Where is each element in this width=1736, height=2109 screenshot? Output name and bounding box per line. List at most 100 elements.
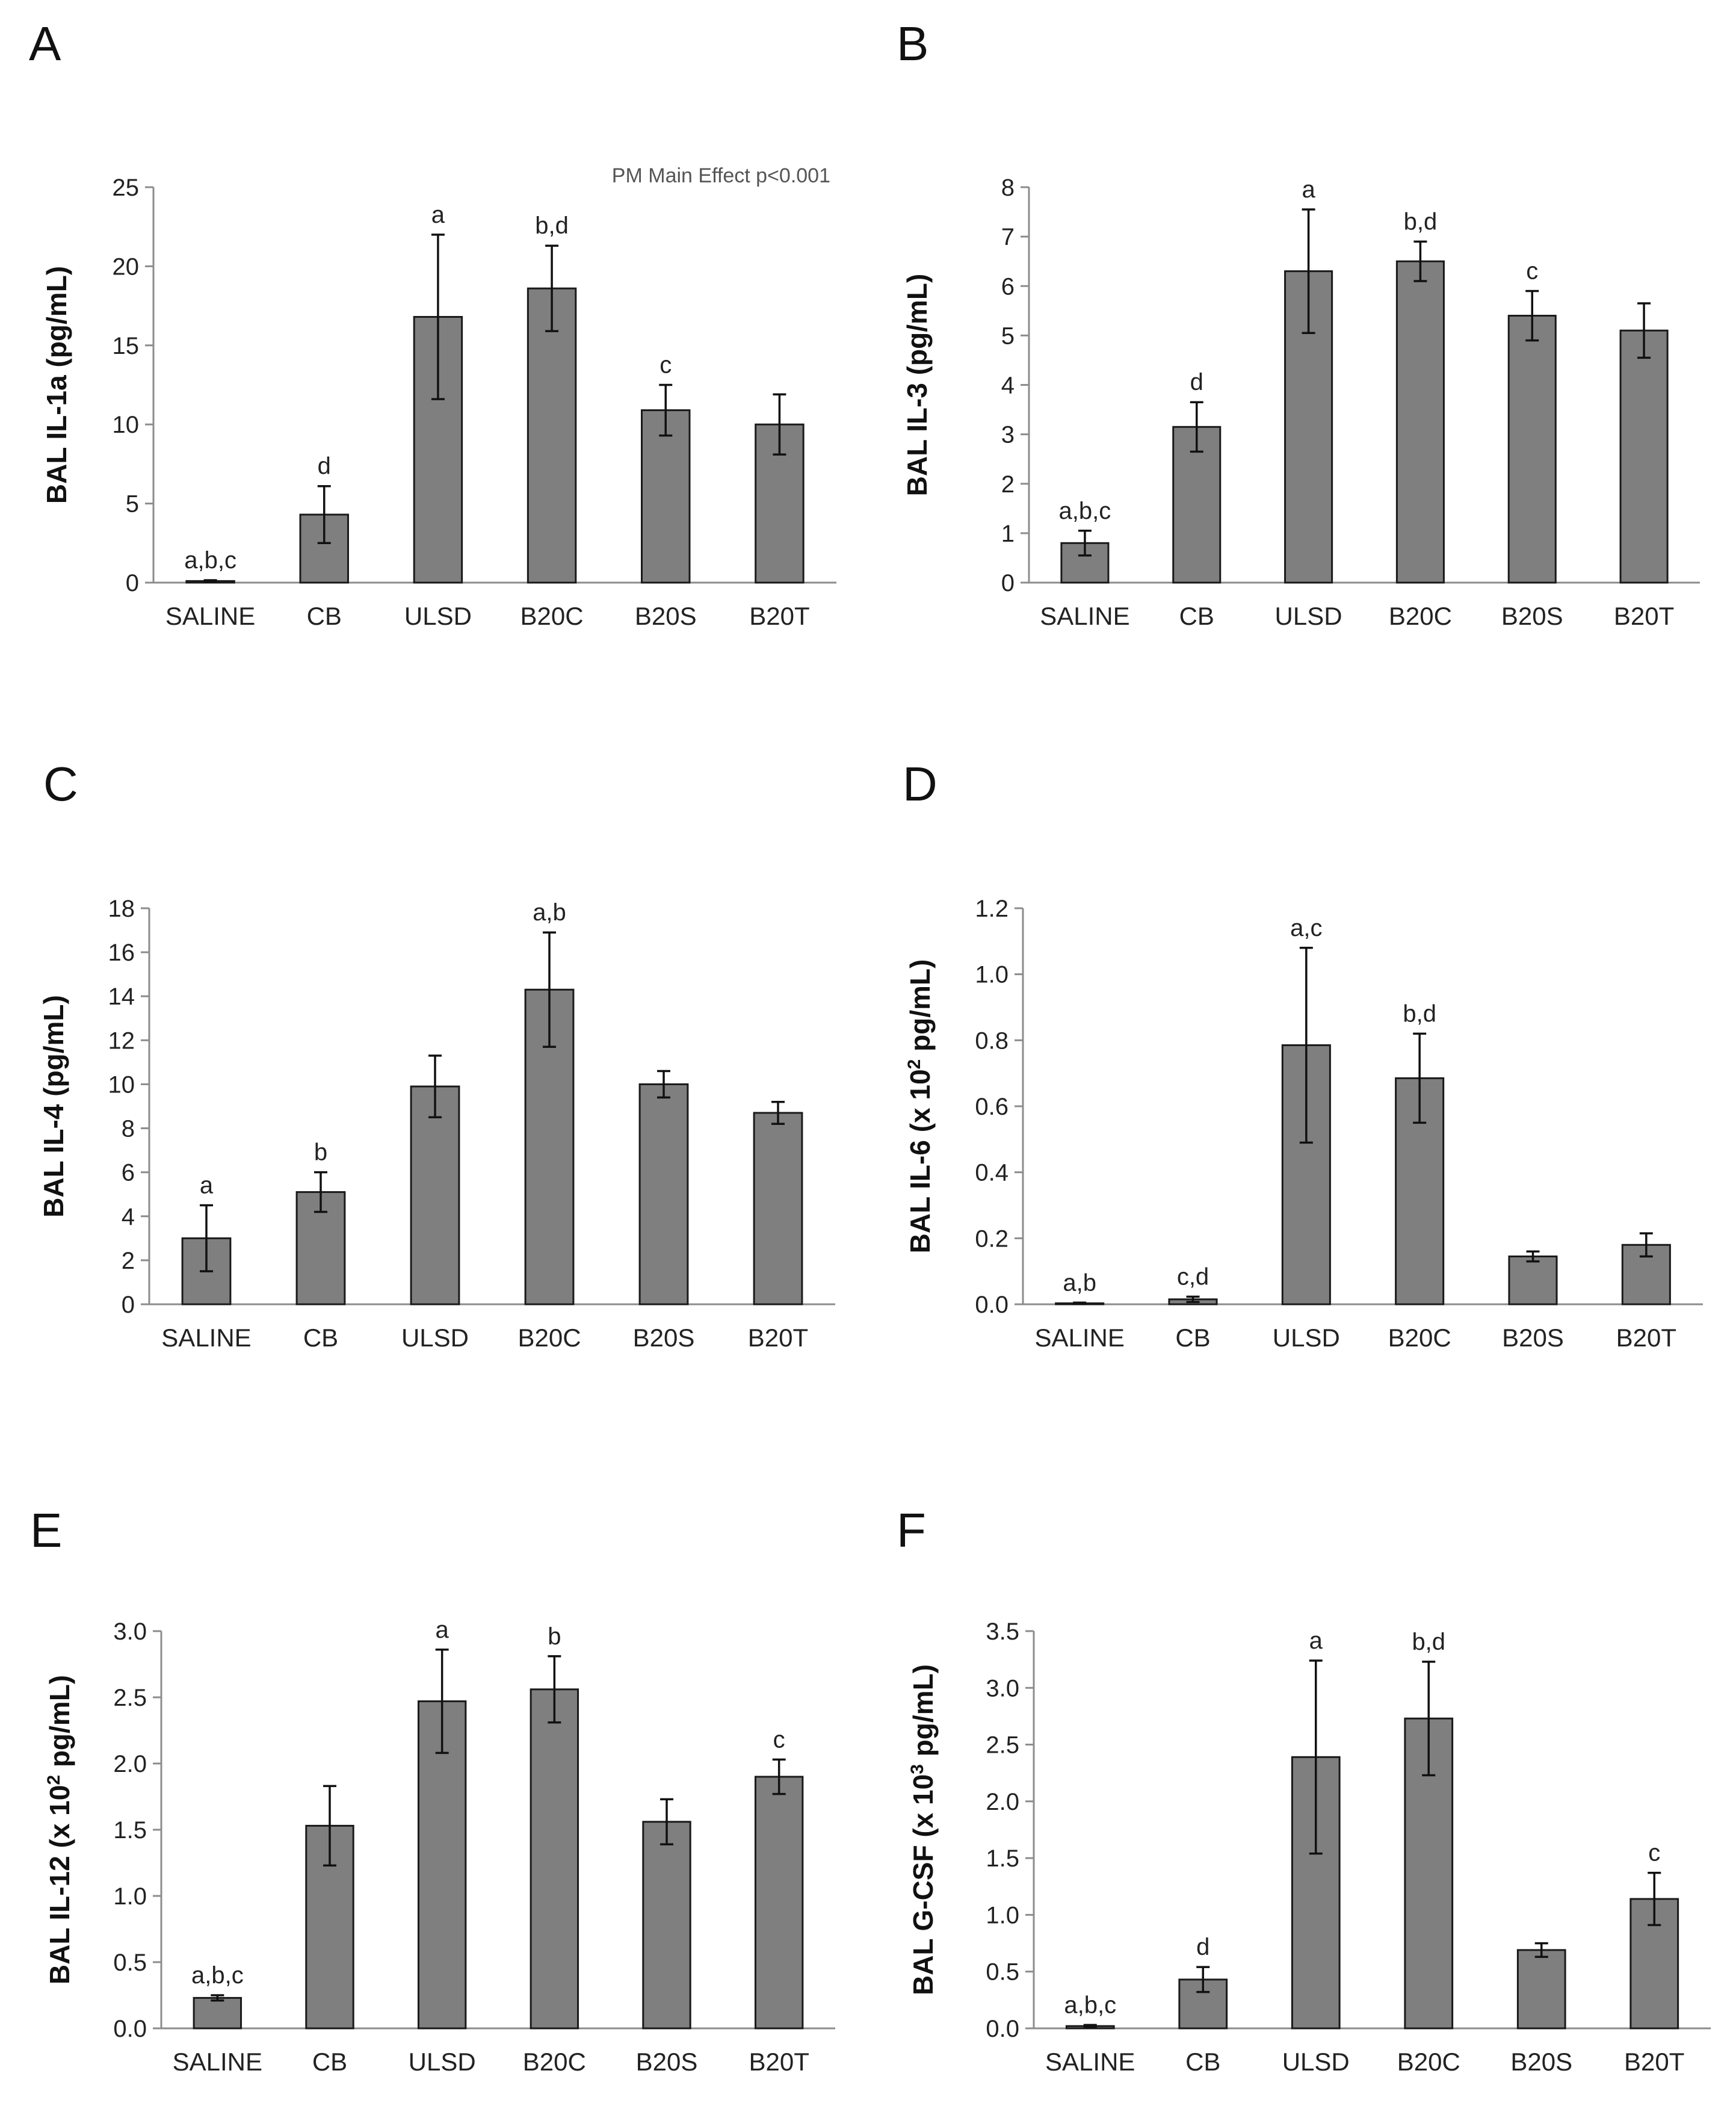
y-tick-label: 0.4 [975, 1160, 1009, 1186]
significance-label: a,c [1290, 915, 1322, 941]
x-tick-label: B20S [636, 2048, 698, 2076]
x-tick-label: B20S [1510, 2048, 1572, 2076]
x-tick-label: B20T [749, 2048, 809, 2076]
y-tick-label: 1.5 [986, 1845, 1019, 1872]
bar-b20c [527, 287, 577, 584]
y-tick-label: 1.2 [975, 896, 1009, 922]
x-tick-label: CB [1175, 1324, 1210, 1352]
y-tick-label: 0 [122, 1292, 135, 1318]
significance-label: a [431, 202, 445, 228]
y-tick-label: 0.0 [975, 1292, 1009, 1318]
y-tick-label: 15 [113, 333, 140, 359]
significance-label: c [1526, 258, 1538, 284]
bar-cb [1172, 426, 1222, 584]
significance-label: b,d [535, 212, 569, 239]
x-tick-label: ULSD [404, 602, 472, 630]
y-axis-label: BAL IL-12 (x 102 pg/mL) [44, 1675, 75, 1984]
y-tick-label: 0.5 [113, 1950, 147, 1976]
x-tick-label: ULSD [401, 1324, 469, 1352]
panel-letter: F [897, 1504, 926, 1557]
x-tick-label: B20T [1624, 2048, 1684, 2076]
x-tick-label: SALINE [165, 602, 255, 630]
x-tick-label: ULSD [1275, 602, 1342, 630]
y-axis-label-main: BAL IL-3 (pg/mL) [901, 274, 933, 497]
x-tick-label: ULSD [1282, 2048, 1350, 2076]
significance-label: d [1196, 1934, 1209, 1960]
y-axis-label-unit: pg/mL) [907, 1664, 939, 1764]
bar-b20s [1507, 315, 1557, 584]
significance-label: a,b,c [1059, 498, 1111, 524]
annotation: PM Main Effect p<0.001 [612, 164, 830, 187]
x-tick-label: B20C [1389, 602, 1452, 630]
x-tick-label: ULSD [409, 2048, 476, 2076]
y-tick-label: 7 [1001, 224, 1015, 250]
y-tick-label: 10 [113, 412, 140, 438]
bar-b20t [753, 1112, 803, 1305]
bar-b20t [754, 1776, 804, 2030]
significance-label: a,b [1063, 1269, 1096, 1296]
panel-f: F 0.0 0.5 1.0 1.5 2.0 2.5 3.0 3.5 BAL G-CSF (x 10… [897, 1504, 1711, 2076]
y-axis-label-unit: pg/mL) [904, 959, 936, 1059]
y-tick-label: 0.0 [113, 2016, 147, 2042]
y-tick-label: 16 [108, 940, 135, 966]
x-tick-label: CB [312, 2048, 347, 2076]
y-axis-label: BAL IL-4 (pg/mL) [38, 995, 69, 1218]
y-tick-label: 2 [1001, 471, 1015, 498]
y-tick-label: 12 [108, 1027, 135, 1054]
bar-b20s [641, 409, 691, 584]
y-axis-label-exponent: 2 [44, 1775, 64, 1785]
y-tick-label: 10 [108, 1071, 135, 1098]
significance-label: b,d [1404, 208, 1438, 235]
y-tick-label: 3.0 [113, 1618, 147, 1645]
y-tick-label: 0.2 [975, 1225, 1009, 1252]
y-axis-label-main: BAL IL-6 (x 10 [904, 1069, 936, 1253]
y-tick-label: 0.6 [975, 1094, 1009, 1120]
x-tick-label: B20T [1616, 1324, 1676, 1352]
bar-b20t [1619, 329, 1669, 584]
panel-e: E 0.0 0.5 1.0 1.5 2.0 2.5 3.0 BAL IL-12 (x 102 p… [30, 1504, 835, 2076]
y-axis-label-exponent: 3 [907, 1764, 927, 1774]
y-tick-label: 1.0 [975, 962, 1009, 988]
panel-letter: C [43, 757, 78, 811]
y-axis-label: BAL IL-3 (pg/mL) [901, 274, 933, 497]
panel-a: A 0 5 10 15 20 25 BAL IL-1a (pg/mL) PM Main Effe… [29, 17, 836, 630]
y-axis-label: BAL G-CSF (x 103 pg/mL) [907, 1664, 939, 1995]
significance-label: d [1190, 369, 1203, 395]
x-tick-label: CB [1185, 2048, 1220, 2076]
x-tick-label: B20T [1614, 602, 1674, 630]
y-axis-label-main: BAL G-CSF (x 10 [907, 1774, 939, 1995]
y-axis-label-main: BAL IL-4 (pg/mL) [38, 995, 69, 1218]
y-tick-label: 8 [122, 1116, 135, 1142]
bar-b20s [638, 1083, 689, 1305]
x-tick-label: SALINE [1034, 1324, 1124, 1352]
y-tick-label: 1.0 [113, 1883, 147, 1910]
x-tick-label: CB [307, 602, 342, 630]
panel-letter: B [897, 17, 928, 70]
panel-letter: A [29, 17, 61, 70]
panel-d: D 0.0 0.2 0.4 0.6 0.8 1.0 1.2 BAL IL-6 (x 102 pg… [903, 757, 1703, 1352]
x-tick-label: B20S [635, 602, 697, 630]
significance-label: b [314, 1139, 327, 1166]
significance-label: a [1309, 1627, 1323, 1654]
x-tick-label: B20T [749, 602, 809, 630]
panel-letter: E [30, 1504, 62, 1557]
y-tick-label: 4 [1001, 373, 1015, 399]
bar-b20c [530, 1688, 579, 2030]
significance-label: a,b,c [184, 547, 236, 574]
significance-label: c [1648, 1840, 1660, 1866]
y-tick-label: 25 [113, 175, 140, 201]
x-tick-label: B20C [517, 1324, 581, 1352]
significance-label: a [1302, 176, 1315, 203]
x-tick-label: B20S [1502, 1324, 1564, 1352]
y-tick-label: 3.5 [986, 1618, 1019, 1645]
y-tick-label: 2.0 [113, 1751, 147, 1777]
y-tick-label: 20 [113, 253, 140, 280]
y-tick-label: 0 [126, 570, 139, 596]
y-tick-label: 2.5 [113, 1685, 147, 1711]
bar-b20s [642, 1821, 691, 2030]
significance-label: b,d [1403, 1000, 1436, 1027]
x-tick-label: B20S [1501, 602, 1563, 630]
x-tick-label: B20T [748, 1324, 808, 1352]
significance-label: c [773, 1726, 785, 1753]
x-tick-label: B20C [520, 602, 584, 630]
